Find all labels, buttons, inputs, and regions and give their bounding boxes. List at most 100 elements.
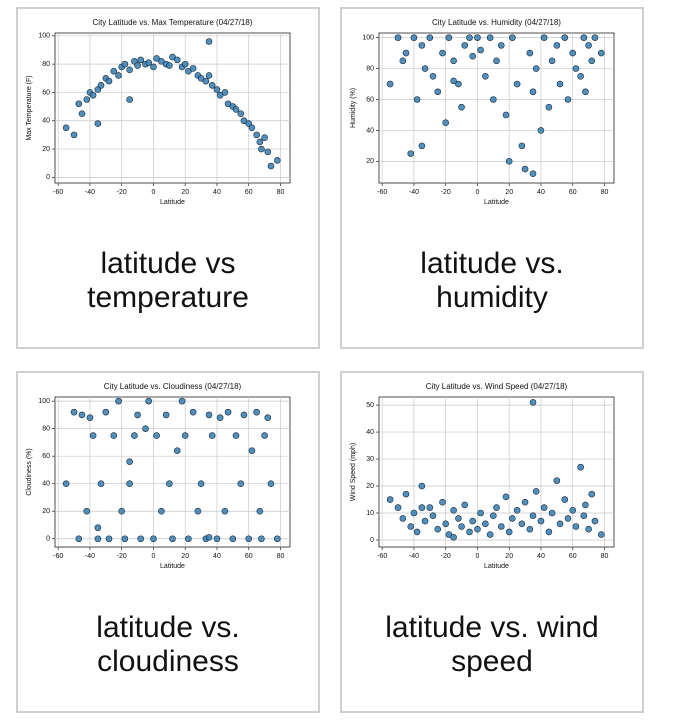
point — [486, 531, 494, 538]
point — [493, 57, 500, 65]
point — [75, 535, 83, 543]
point — [221, 89, 229, 96]
point — [493, 504, 500, 511]
x-tick-label: -40 — [409, 553, 419, 560]
point — [150, 63, 157, 71]
point — [434, 525, 442, 533]
x-tick-label: 60 — [569, 553, 577, 560]
y-tick-label: 100 — [38, 33, 50, 40]
point — [580, 34, 588, 41]
point — [216, 414, 224, 421]
point — [426, 34, 434, 41]
point — [439, 498, 446, 506]
point — [505, 158, 513, 165]
point — [553, 477, 561, 484]
point — [399, 515, 407, 522]
point — [450, 77, 457, 85]
point — [145, 397, 152, 405]
point — [513, 507, 521, 514]
point — [213, 86, 221, 93]
point — [121, 60, 129, 68]
point — [386, 80, 394, 88]
point — [509, 515, 516, 522]
y-axis-label: Wind Speed (mph) — [350, 443, 357, 501]
caption: temperature — [87, 281, 249, 314]
point — [137, 56, 145, 64]
point — [102, 408, 110, 416]
point — [526, 525, 534, 533]
point — [256, 507, 264, 515]
point — [232, 432, 240, 439]
point — [256, 138, 264, 146]
point — [540, 504, 548, 511]
x-tick-label: 40 — [537, 553, 545, 560]
point — [166, 62, 173, 69]
x-tick-label: 80 — [277, 189, 285, 196]
point — [442, 520, 449, 528]
point — [474, 34, 481, 41]
point — [216, 91, 224, 99]
y-tick-label: 100 — [362, 34, 374, 41]
point — [86, 414, 94, 421]
point — [194, 507, 202, 515]
y-tick-label: 10 — [366, 510, 374, 517]
point — [158, 58, 165, 65]
point — [173, 56, 181, 64]
point — [394, 34, 402, 41]
point — [482, 520, 489, 528]
point — [181, 60, 189, 68]
point — [78, 110, 86, 117]
point — [526, 49, 534, 57]
point — [264, 148, 272, 156]
point — [205, 72, 213, 79]
point — [591, 34, 599, 41]
point — [258, 145, 265, 153]
y-tick-label: 80 — [42, 61, 50, 68]
y-tick-label: 60 — [366, 96, 374, 103]
plot-area — [54, 396, 291, 548]
y-axis-label: Max Temperature (F) — [26, 75, 33, 140]
caption: latitude vs. — [420, 247, 563, 280]
point — [548, 57, 556, 65]
point — [145, 59, 152, 67]
y-tick-label: 100 — [38, 398, 50, 405]
x-tick-label: 80 — [601, 553, 609, 560]
point — [450, 533, 457, 541]
point — [189, 65, 197, 72]
point — [418, 504, 426, 511]
point — [62, 480, 70, 487]
point — [474, 525, 481, 533]
point — [434, 88, 442, 96]
point — [153, 432, 160, 439]
point — [402, 490, 410, 498]
x-axis-label: Latitude — [160, 563, 185, 570]
point — [205, 534, 213, 541]
point — [588, 57, 596, 65]
point — [572, 65, 580, 72]
point — [181, 432, 189, 439]
point — [556, 80, 564, 88]
point — [232, 106, 240, 113]
x-tick-label: -20 — [441, 189, 451, 196]
point — [450, 57, 457, 65]
point — [469, 517, 476, 525]
point — [213, 535, 221, 543]
point — [253, 408, 260, 416]
caption: latitude vs. — [96, 611, 239, 644]
point — [62, 124, 70, 132]
point — [461, 42, 469, 49]
x-tick-label: 20 — [181, 189, 189, 196]
x-tick-label: -20 — [117, 189, 127, 196]
point — [418, 142, 426, 150]
x-tick-label: -40 — [409, 189, 419, 196]
point — [585, 525, 592, 533]
point — [477, 509, 484, 517]
point — [75, 100, 83, 108]
chart-title: City Latitude vs. Max Temperature (04/27… — [93, 18, 253, 27]
point — [97, 82, 105, 89]
y-tick-label: 20 — [42, 146, 50, 153]
x-tick-label: -60 — [53, 553, 63, 560]
point — [461, 501, 469, 509]
point — [267, 480, 275, 487]
